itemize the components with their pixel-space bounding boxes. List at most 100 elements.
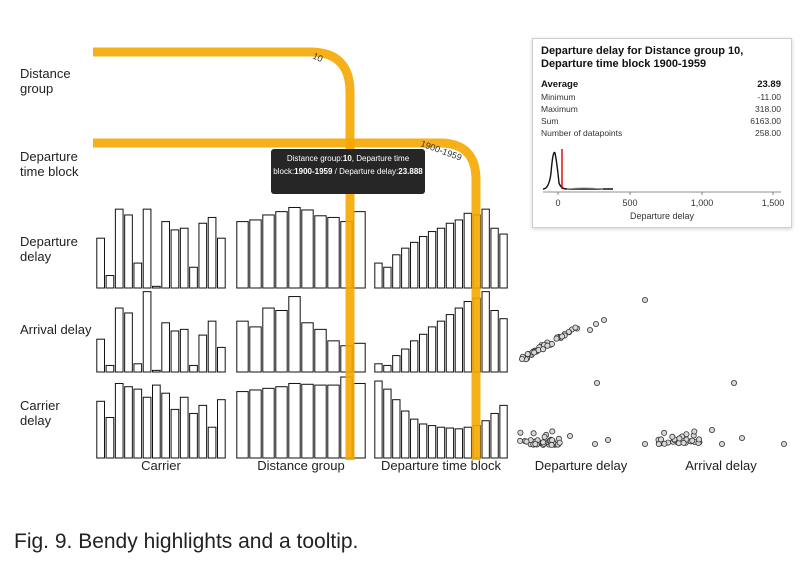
bar (288, 296, 301, 373)
bar (133, 388, 143, 459)
scatter-point (642, 296, 649, 303)
bar (152, 369, 161, 373)
bar (114, 382, 124, 459)
col-label-distance-group: Distance group (257, 458, 345, 473)
scatter-point (540, 439, 547, 446)
bar (288, 382, 301, 459)
axis-tick-label: 1,000 (691, 198, 714, 208)
bar (401, 348, 410, 373)
bar (262, 214, 275, 289)
scatter-point (689, 437, 696, 444)
scatter-point (523, 438, 530, 445)
bar (383, 266, 392, 289)
axis-label: Departure delay (630, 211, 695, 221)
bar (105, 364, 115, 373)
bar (392, 254, 401, 289)
bar (142, 291, 152, 373)
bar (463, 426, 472, 459)
bar (463, 212, 472, 289)
bar (383, 364, 392, 373)
bar (401, 247, 410, 289)
bar (262, 387, 275, 459)
bar (96, 400, 105, 459)
bar (436, 227, 446, 289)
scatter-point (541, 433, 548, 440)
bar (114, 307, 124, 373)
stat-row: Sum 6163.00 (541, 116, 781, 126)
col-label-departure-delay: Departure delay (534, 458, 628, 473)
scatter-point (549, 428, 556, 435)
highlight-time-block-1900 (93, 138, 481, 460)
scatter-point (605, 436, 612, 443)
bar (236, 320, 249, 373)
bar (217, 237, 226, 289)
bar (236, 391, 249, 459)
row-label-departure-time-block: Departure time block (20, 149, 79, 179)
bar (392, 355, 401, 373)
bar (133, 363, 143, 373)
scatter-point (532, 440, 539, 447)
bar (301, 209, 314, 289)
stat-row: Maximum 318.00 (541, 104, 781, 114)
bar (142, 396, 152, 459)
bar (288, 206, 301, 289)
scatter-point (556, 439, 563, 446)
bar (454, 428, 464, 459)
bar (410, 418, 419, 459)
bar (105, 417, 115, 459)
bar (327, 384, 340, 459)
bar (314, 215, 327, 289)
bar (481, 208, 490, 289)
col-label-carrier: Carrier (141, 458, 181, 473)
bar (152, 285, 161, 289)
panel-title: Departure delay for Distance group 10, D… (541, 45, 744, 70)
bar (401, 410, 410, 459)
bar (161, 322, 170, 373)
bar (179, 396, 189, 459)
scatter-point (517, 429, 524, 436)
bar (410, 241, 419, 289)
bar (445, 314, 455, 373)
scatter-plot-grid (517, 296, 788, 448)
stat-row: Minimum -11.00 (541, 92, 781, 102)
bar (374, 363, 383, 373)
bar (418, 423, 428, 459)
bar (314, 328, 327, 373)
bar (275, 211, 288, 289)
scatter-point (739, 434, 746, 441)
scatter-point (661, 429, 668, 436)
bar (499, 318, 508, 373)
bar (170, 330, 180, 373)
scatter-point (696, 436, 703, 443)
axis-tick-label: 0 (555, 198, 560, 208)
scatter-point (594, 379, 601, 386)
panel-stats: Average 23.89 Minimum -11.00 Maximum 318.00… (541, 79, 781, 139)
scatter-point (544, 342, 551, 349)
bar (207, 426, 217, 459)
bar (427, 231, 437, 289)
scatter-point (691, 428, 698, 435)
bar (427, 425, 437, 459)
scatter-point (572, 324, 579, 331)
bar (436, 320, 446, 373)
bar (217, 346, 226, 373)
scatter-point (519, 355, 526, 362)
row-label-carrier-delay: Carrier delay (20, 398, 60, 428)
bar (179, 328, 189, 373)
figure-caption: Fig. 9. Bendy highlights and a tooltip. (14, 530, 359, 553)
bar (179, 227, 189, 289)
bar (152, 384, 161, 459)
bar (170, 408, 180, 459)
bar (207, 216, 217, 289)
bar (383, 388, 392, 459)
scatter-point (530, 430, 537, 437)
col-label-arrival-delay: Arrival delay (685, 458, 757, 473)
bar (445, 427, 455, 459)
scatter-point (587, 326, 594, 333)
scatter-point (661, 440, 668, 447)
bar (463, 300, 472, 373)
scatter-point (540, 346, 547, 353)
bar (327, 340, 340, 373)
bar (490, 227, 499, 289)
bar (249, 326, 262, 373)
